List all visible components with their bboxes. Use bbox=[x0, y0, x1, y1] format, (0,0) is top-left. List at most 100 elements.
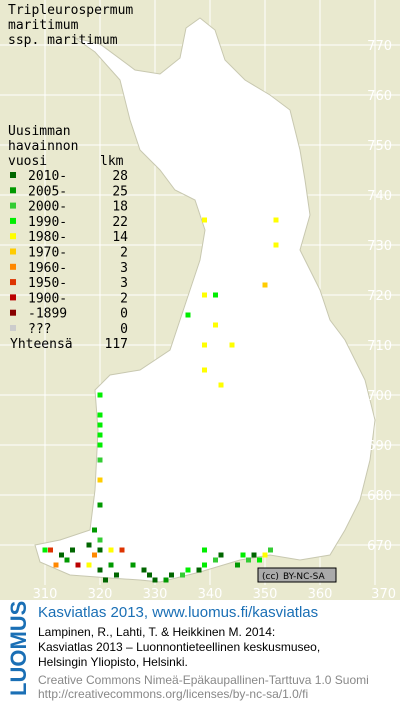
y-tick-label: 740 bbox=[367, 189, 392, 204]
legend-count: 2 bbox=[120, 246, 128, 261]
record-square bbox=[97, 537, 103, 543]
record-square bbox=[97, 547, 103, 553]
record-square bbox=[213, 557, 218, 563]
y-tick-label: 760 bbox=[367, 89, 392, 104]
legend-label: 2000- bbox=[28, 200, 67, 215]
legend-label: 1950- bbox=[28, 276, 67, 291]
legend-swatch bbox=[10, 263, 16, 270]
record-square bbox=[257, 557, 262, 563]
record-square bbox=[196, 567, 202, 573]
record-square bbox=[42, 547, 48, 553]
record-square bbox=[92, 552, 97, 558]
record-square bbox=[119, 547, 125, 553]
legend-label: 1970- bbox=[28, 246, 67, 261]
record-square bbox=[97, 412, 103, 418]
y-tick-label: 690 bbox=[367, 439, 392, 454]
record-square bbox=[273, 242, 279, 248]
y-tick-label: 680 bbox=[367, 489, 392, 504]
record-square bbox=[202, 217, 207, 223]
x-tick-label: 330 bbox=[143, 587, 168, 602]
legend-swatch bbox=[10, 217, 16, 224]
y-tick-label: 750 bbox=[367, 139, 392, 154]
legend-label: 1990- bbox=[28, 215, 67, 230]
license-badge-icon: (cc) bbox=[262, 572, 279, 582]
record-square bbox=[246, 557, 251, 563]
y-tick-label: 700 bbox=[367, 389, 392, 404]
footer-headline: Kasviatlas 2013, www.luomus.fi/kasviatla… bbox=[38, 604, 318, 621]
record-square bbox=[262, 282, 268, 288]
legend-count: 25 bbox=[112, 184, 128, 199]
record-square bbox=[202, 292, 207, 298]
record-square bbox=[114, 572, 119, 578]
legend-count: 3 bbox=[120, 261, 128, 276]
x-tick-label: 310 bbox=[33, 587, 58, 602]
record-square bbox=[202, 367, 207, 373]
record-square bbox=[185, 312, 191, 318]
legend-label: ??? bbox=[28, 322, 51, 337]
record-square bbox=[103, 577, 108, 583]
record-square bbox=[97, 422, 103, 428]
title-line: maritimum bbox=[8, 18, 79, 33]
x-tick-label: 320 bbox=[88, 587, 113, 602]
x-tick-label: 340 bbox=[198, 587, 223, 602]
record-square bbox=[152, 577, 158, 583]
legend-count: 3 bbox=[120, 276, 128, 291]
record-square bbox=[262, 552, 268, 558]
title-line: ssp. maritimum bbox=[8, 33, 118, 48]
citation-line: Helsingin Yliopisto, Helsinki. bbox=[38, 655, 188, 669]
record-square bbox=[64, 557, 70, 563]
x-tick-label: 370 bbox=[371, 587, 396, 602]
record-square bbox=[240, 552, 246, 558]
record-square bbox=[86, 562, 92, 568]
record-square bbox=[185, 567, 191, 573]
record-square bbox=[202, 342, 207, 348]
record-square bbox=[97, 477, 103, 483]
record-square bbox=[108, 547, 114, 553]
record-square bbox=[235, 562, 240, 568]
legend-column: vuosi bbox=[8, 154, 47, 169]
record-square bbox=[59, 552, 64, 558]
legend-count: 28 bbox=[112, 169, 128, 184]
record-square bbox=[75, 562, 81, 568]
y-tick-label: 770 bbox=[367, 39, 392, 54]
record-square bbox=[141, 567, 147, 573]
record-square bbox=[251, 552, 257, 558]
legend-count: 0 bbox=[120, 307, 128, 322]
y-tick-label: 730 bbox=[367, 239, 392, 254]
legend-total-label: Yhteensä bbox=[10, 337, 73, 352]
logo: LUOMUS bbox=[6, 601, 31, 696]
record-square bbox=[97, 442, 103, 448]
y-tick-label: 720 bbox=[367, 289, 392, 304]
license-line: Creative Commons Nimeä-Epäkaupallinen-Ta… bbox=[38, 673, 369, 687]
citation-line: Kasviatlas 2013 – Luonnontieteellinen ke… bbox=[38, 640, 320, 654]
record-square bbox=[147, 572, 152, 578]
y-tick-label: 670 bbox=[367, 539, 392, 554]
record-square bbox=[213, 322, 218, 328]
record-square bbox=[108, 562, 114, 568]
record-square bbox=[97, 392, 103, 398]
record-square bbox=[97, 502, 103, 508]
record-square bbox=[218, 552, 224, 558]
title-line: Tripleurospermum bbox=[8, 3, 133, 18]
legend-label: 2010- bbox=[28, 169, 67, 184]
legend-count: 18 bbox=[112, 200, 128, 215]
legend-swatch bbox=[10, 325, 16, 331]
license-badge-text: BY-NC-SA bbox=[283, 572, 326, 582]
license-line: http://creativecommons.org/licenses/by-n… bbox=[38, 687, 308, 701]
legend-label: 2005- bbox=[28, 184, 67, 199]
record-square bbox=[229, 342, 235, 348]
record-square bbox=[70, 547, 75, 553]
record-square bbox=[130, 562, 136, 568]
legend-swatch bbox=[10, 309, 16, 316]
legend-count: 2 bbox=[120, 291, 128, 306]
record-square bbox=[97, 567, 103, 573]
legend-column: lkm bbox=[100, 154, 124, 169]
record-square bbox=[180, 572, 185, 578]
legend-count: 0 bbox=[120, 322, 128, 337]
x-tick-label: 360 bbox=[308, 587, 333, 602]
record-square bbox=[202, 562, 207, 568]
legend-swatch bbox=[10, 248, 16, 255]
record-square bbox=[97, 457, 103, 463]
record-square bbox=[273, 217, 279, 223]
